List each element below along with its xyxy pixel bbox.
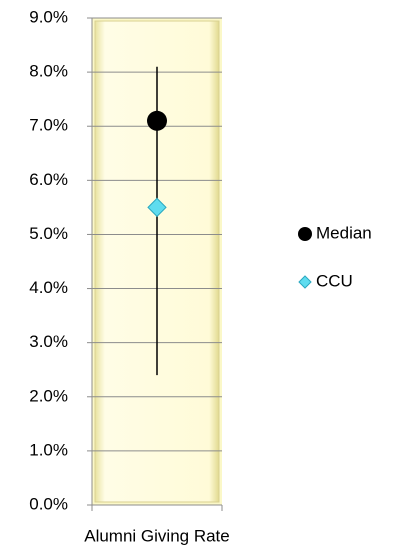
y-tick-label: 7.0% — [29, 116, 68, 135]
y-tick-label: 6.0% — [29, 170, 68, 189]
y-tick-label: 1.0% — [29, 440, 68, 459]
y-tick-label: 9.0% — [29, 7, 68, 26]
y-tick-label: 4.0% — [29, 278, 68, 297]
legend-label: CCU — [316, 271, 353, 290]
y-tick-label: 3.0% — [29, 332, 68, 351]
y-tick-label: 0.0% — [29, 494, 68, 513]
x-tick-label: Alumni Giving Rate — [84, 526, 230, 545]
y-tick-label: 2.0% — [29, 386, 68, 405]
legend-marker — [298, 275, 312, 289]
data-point — [147, 110, 167, 131]
y-tick-label: 5.0% — [29, 224, 68, 243]
legend-marker — [298, 227, 312, 241]
legend-label: Median — [316, 223, 372, 242]
y-tick-label: 8.0% — [29, 62, 68, 81]
data-point — [147, 197, 167, 218]
